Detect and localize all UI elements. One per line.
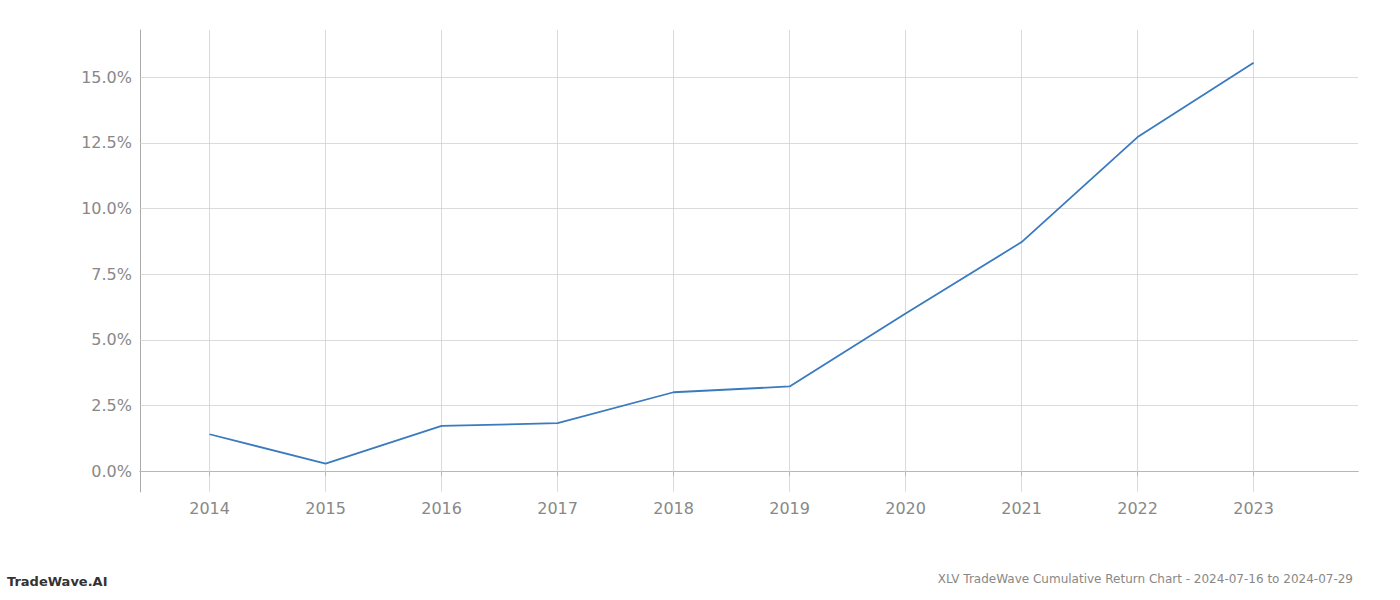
svg-text:2016: 2016 bbox=[421, 499, 462, 518]
svg-text:2023: 2023 bbox=[1233, 499, 1274, 518]
svg-text:2.5%: 2.5% bbox=[91, 396, 132, 415]
svg-text:2015: 2015 bbox=[305, 499, 346, 518]
svg-text:2021: 2021 bbox=[1001, 499, 1042, 518]
svg-text:5.0%: 5.0% bbox=[91, 330, 132, 349]
svg-text:10.0%: 10.0% bbox=[81, 199, 132, 218]
svg-text:7.5%: 7.5% bbox=[91, 265, 132, 284]
svg-text:XLV TradeWave Cumulative Retur: XLV TradeWave Cumulative Return Chart - … bbox=[938, 572, 1353, 586]
svg-text:2022: 2022 bbox=[1117, 499, 1158, 518]
svg-text:2014: 2014 bbox=[189, 499, 230, 518]
svg-text:2019: 2019 bbox=[769, 499, 810, 518]
svg-text:TradeWave.AI: TradeWave.AI bbox=[7, 574, 108, 589]
svg-text:0.0%: 0.0% bbox=[91, 462, 132, 481]
svg-text:12.5%: 12.5% bbox=[81, 133, 132, 152]
svg-text:2018: 2018 bbox=[653, 499, 694, 518]
svg-text:2020: 2020 bbox=[885, 499, 926, 518]
svg-text:2017: 2017 bbox=[537, 499, 578, 518]
svg-text:15.0%: 15.0% bbox=[81, 68, 132, 87]
